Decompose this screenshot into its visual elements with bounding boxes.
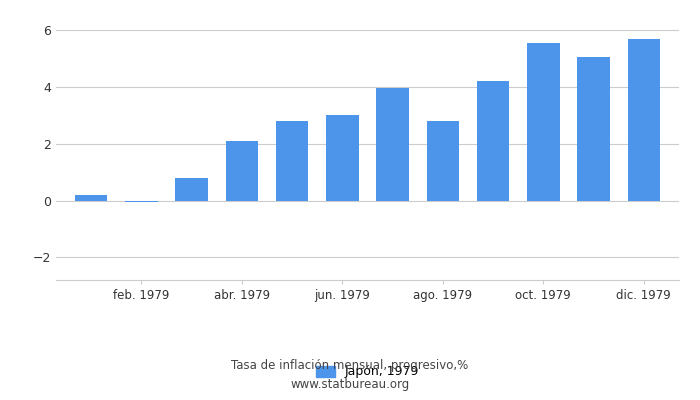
Text: Tasa de inflación mensual, progresivo,%: Tasa de inflación mensual, progresivo,%	[232, 360, 468, 372]
Text: www.statbureau.org: www.statbureau.org	[290, 378, 410, 391]
Bar	[326, 115, 358, 200]
Bar	[175, 178, 208, 200]
Bar	[276, 121, 309, 200]
Bar	[125, 200, 158, 202]
Bar	[527, 43, 560, 200]
Bar	[578, 57, 610, 200]
Bar	[377, 88, 409, 200]
Legend: Japón, 1979: Japón, 1979	[316, 366, 419, 378]
Bar	[75, 195, 108, 200]
Bar	[627, 39, 660, 200]
Bar	[426, 121, 459, 200]
Bar	[225, 141, 258, 200]
Bar	[477, 81, 510, 200]
